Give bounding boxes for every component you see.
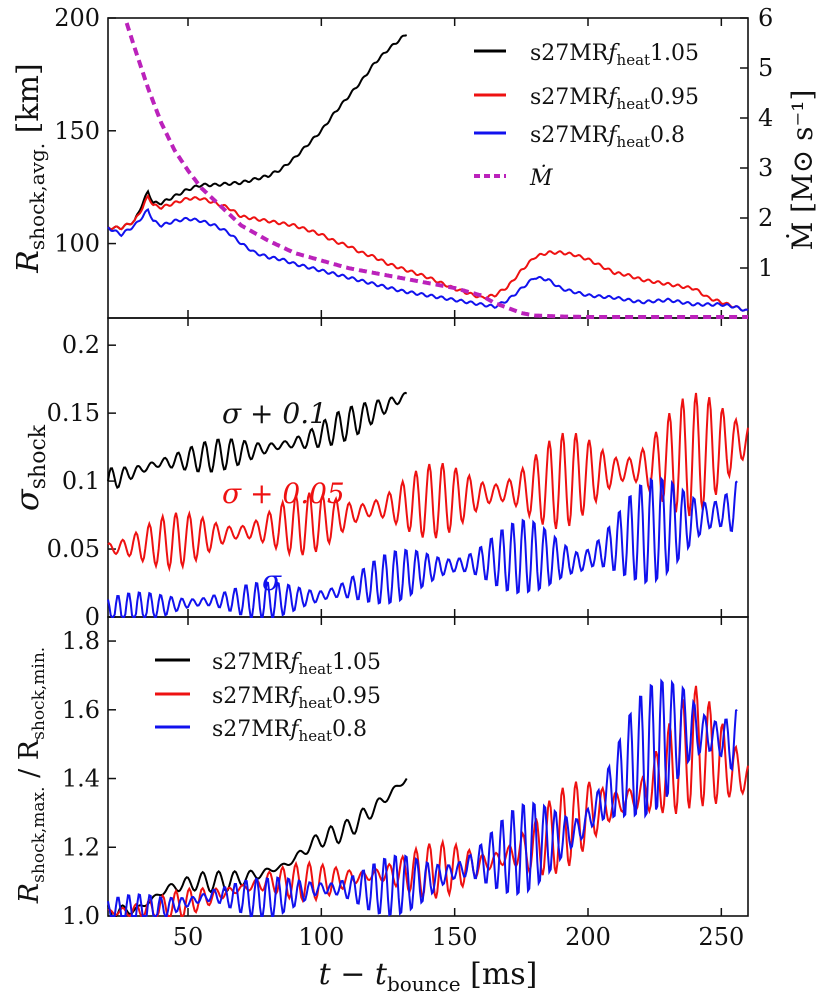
top-legend-label-1: s27MRfheat0.95: [530, 85, 699, 113]
panel2-y-tick-label-2: 1.4: [62, 765, 100, 793]
panel1-series-0: [107, 391, 408, 490]
panel1-series-1: [107, 392, 749, 573]
panel2-y-tick-label-1: 1.2: [62, 833, 100, 861]
xlabel: t − tbounce [ms]: [319, 957, 538, 996]
annotation-sigma-plus-0.1: σ + 0.1: [222, 397, 327, 430]
annotation-sigma: σ: [262, 564, 282, 597]
top-y-tick-label-200: 200: [54, 4, 100, 32]
top-ylabel: Rshock,avg. [km]: [11, 63, 49, 273]
top-legend: s27MRfheat1.05 s27MRfheat0.95 s27MRfheat…: [474, 41, 699, 191]
panel2-series-1: [107, 685, 749, 918]
panel2-y-tick-label-3: 1.6: [62, 696, 100, 724]
x-tick-label-100: 100: [298, 923, 344, 951]
bottom-legend-label-0: s27MRfheat1.05: [212, 650, 381, 678]
panel1-y-tick-label-0: 0: [85, 603, 100, 631]
chart-marks: 50 100 150 200 250 100 150 200 1 2 3 4 5 6 0 0.05 0.1 0.1…: [47, 4, 774, 951]
x-tick-label-150: 150: [432, 923, 478, 951]
panel1-y-tick-label-4: 0.2: [62, 331, 100, 359]
panel2-series-0: [107, 777, 408, 917]
top-legend-label-0: s27MRfheat1.05: [530, 41, 699, 69]
top-legend-label-3: Ṁ: [529, 164, 553, 191]
x-tick-label-50: 50: [173, 923, 204, 951]
annotation-sigma-plus-0.05: σ + 0.05: [222, 477, 345, 510]
top-y2-tick-label-1: 1: [758, 254, 773, 282]
panel2-series-2: [107, 678, 738, 918]
top-y2-tick-label-4: 4: [758, 104, 773, 132]
top-y2label: Ṁ [M⊙ s⁻¹]: [786, 90, 819, 251]
panel1-y-tick-label-3: 0.15: [47, 399, 100, 427]
top-y-tick-label-100: 100: [54, 230, 100, 258]
panel1-series-2: [107, 476, 738, 618]
bottom-ylabel: Rshock,max. / Rshock,min.: [14, 647, 49, 904]
panel2-y-tick-label-0: 1.0: [62, 902, 100, 930]
top-legend-label-2: s27MRfheat0.8: [530, 123, 685, 151]
panel1-y-tick-label-2: 0.1: [62, 467, 100, 495]
x-tick-label-250: 250: [698, 923, 744, 951]
bottom-legend-label-1: s27MRfheat0.95: [212, 684, 381, 712]
top-series-1: [107, 193, 749, 312]
top-y-tick-label-150: 150: [54, 117, 100, 145]
x-tick-label-200: 200: [565, 923, 611, 951]
panel1-y-tick-label-1: 0.05: [47, 535, 100, 563]
bottom-legend-label-2: s27MRfheat0.8: [212, 717, 367, 745]
top-series-3: [124, 22, 748, 319]
bottom-legend: s27MRfheat1.05 s27MRfheat0.95 s27MRfheat…: [155, 650, 381, 745]
top-y2-tick-label-5: 5: [758, 54, 773, 82]
middle-ylabel: σshock: [8, 424, 51, 511]
top-y2-tick-label-3: 3: [758, 154, 773, 182]
top-series-0: [107, 34, 408, 231]
top-y2-tick-label-6: 6: [758, 4, 773, 32]
top-series-2: [107, 207, 749, 312]
panel2-y-tick-label-4: 1.8: [62, 627, 100, 655]
top-y2-tick-label-2: 2: [758, 204, 773, 232]
